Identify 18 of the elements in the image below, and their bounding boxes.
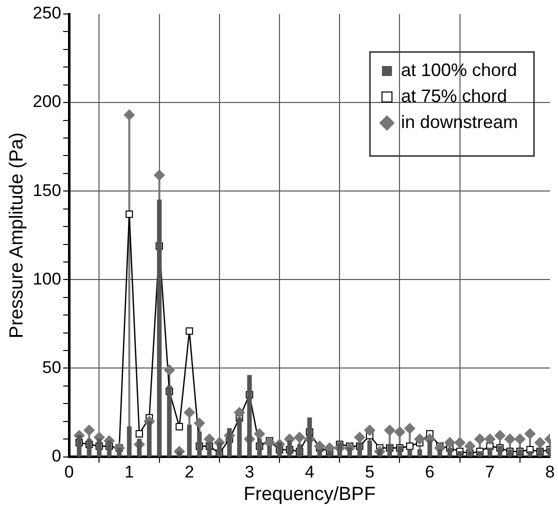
x-tick-label: 0 bbox=[64, 462, 74, 482]
x-axis-title: Frequency/BPF bbox=[244, 484, 376, 505]
y-tick-label: 200 bbox=[32, 92, 62, 112]
y-tick-label: 100 bbox=[32, 269, 62, 288]
y-tick-label: 0 bbox=[52, 446, 62, 466]
y-tick-label: 250 bbox=[32, 4, 62, 23]
legend-label: at 75% chord bbox=[400, 86, 508, 106]
x-tick-label: 2 bbox=[184, 462, 194, 482]
x-tick-label: 5 bbox=[364, 462, 374, 482]
x-tick-label: 3 bbox=[244, 462, 254, 482]
y-tick-label: 150 bbox=[32, 180, 62, 200]
x-tick-label: 1 bbox=[124, 462, 134, 482]
y-tick-label: 50 bbox=[42, 358, 62, 377]
y-axis-title: Pressure Amplitude (Pa) bbox=[6, 132, 28, 338]
x-tick-label: 4 bbox=[304, 462, 314, 482]
x-tick-label: 6 bbox=[425, 462, 435, 482]
x-tick-label: 8 bbox=[545, 462, 555, 482]
x-tick-label: 7 bbox=[485, 462, 495, 482]
